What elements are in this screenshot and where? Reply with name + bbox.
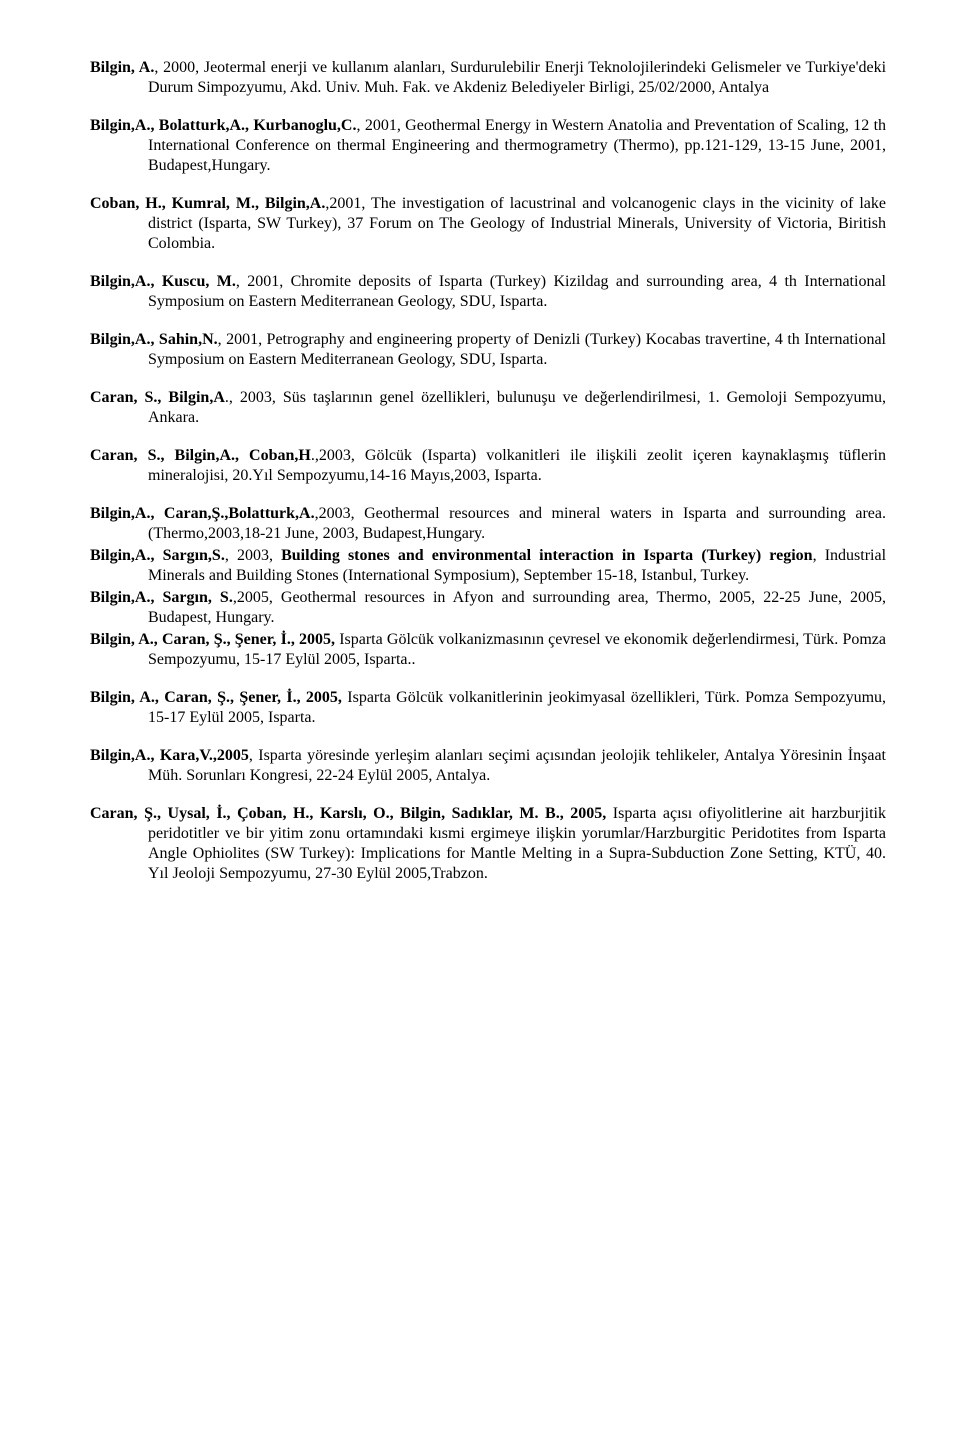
bibliography-entry: Bilgin,A., Kara,V.,2005, Isparta yöresin… <box>90 746 886 786</box>
bibliography-entry: Bilgin, A., 2000, Jeotermal enerji ve ku… <box>90 58 886 98</box>
bibliography-entry: Bilgin,A., Bolatturk,A., Kurbanoglu,C., … <box>90 116 886 176</box>
bibliography-entry: Caran, S., Bilgin,A., 2003, Süs taşların… <box>90 388 886 428</box>
bibliography-entry: Caran, S., Bilgin,A., Coban,H.,2003, Göl… <box>90 446 886 486</box>
bibliography-entry: Bilgin,A., Sargın,S., 2003, Building sto… <box>90 546 886 586</box>
bibliography-entry: Bilgin,A., Caran,Ş.,Bolatturk,A.,2003, G… <box>90 504 886 544</box>
bibliography-entry: Bilgin,A., Kuscu, M., 2001, Chromite dep… <box>90 272 886 312</box>
bibliography-entry: Bilgin, A., Caran, Ş., Şener, İ., 2005, … <box>90 630 886 670</box>
bibliography-entry: Bilgin, A., Caran, Ş., Şener, İ., 2005, … <box>90 688 886 728</box>
bibliography-entry: Bilgin,A., Sargın, S.,2005, Geothermal r… <box>90 588 886 628</box>
bibliography-list: Bilgin, A., 2000, Jeotermal enerji ve ku… <box>90 58 886 884</box>
bibliography-entry: Caran, Ş., Uysal, İ., Çoban, H., Karslı,… <box>90 804 886 884</box>
bibliography-entry: Coban, H., Kumral, M., Bilgin,A.,2001, T… <box>90 194 886 254</box>
bibliography-entry: Bilgin,A., Sahin,N., 2001, Petrography a… <box>90 330 886 370</box>
